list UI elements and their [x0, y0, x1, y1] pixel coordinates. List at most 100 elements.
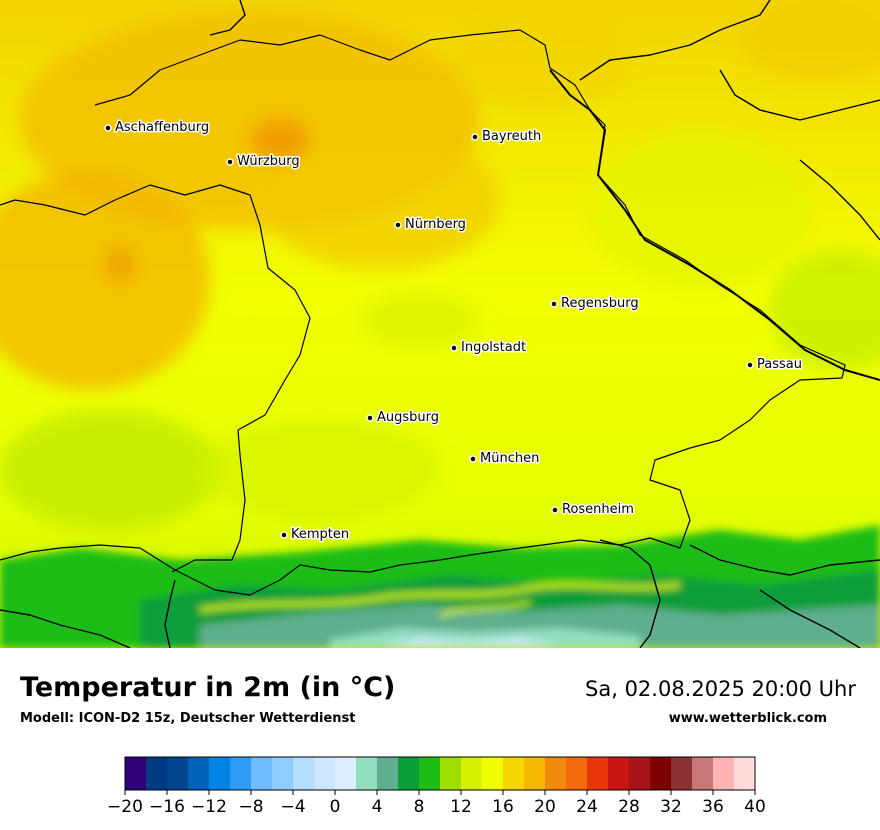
city-marker: Passau: [746, 356, 803, 374]
country-border: [599, 539, 661, 649]
tick-label: 28: [618, 797, 640, 817]
tick-label: 0: [330, 797, 341, 817]
country-border: [719, 69, 880, 121]
tick-label: 16: [492, 797, 514, 817]
temperature-field: [0, 0, 880, 648]
color-swatch: [230, 757, 252, 790]
tick-label: 20: [534, 797, 556, 817]
city-label: Ingolstadt: [461, 340, 526, 355]
tick-label: −20: [107, 797, 143, 817]
city-marker: Rosenheim: [551, 501, 635, 519]
color-swatch: [398, 757, 420, 790]
city-marker: Regensburg: [550, 295, 640, 313]
city-markers: Aschaffenburg Würzburg Bayreuth Nürnberg Reg…: [104, 119, 803, 544]
city-dot: [104, 124, 112, 132]
city-marker: Nürnberg: [394, 216, 467, 234]
map-canvas: Aschaffenburg Würzburg Bayreuth Nürnberg Reg…: [0, 0, 880, 649]
country-border: [0, 609, 131, 649]
country-border: [689, 544, 880, 576]
tick-label: −4: [280, 797, 305, 817]
color-swatch: [587, 757, 609, 790]
city-dot: [550, 300, 558, 308]
country-border: [549, 69, 880, 381]
color-swatch: [482, 757, 504, 790]
tick-label: 12: [450, 797, 472, 817]
color-swatch: [377, 757, 399, 790]
map-footer: Temperatur in 2m (in °C) Modell: ICON-D2…: [0, 648, 880, 830]
city-label: Augsburg: [377, 410, 439, 425]
tick-label: −8: [238, 797, 263, 817]
city-label: München: [480, 451, 539, 466]
tick-label: 4: [372, 797, 383, 817]
temperature-map: Aschaffenburg Würzburg Bayreuth Nürnberg Reg…: [0, 0, 880, 649]
city-marker: Augsburg: [366, 409, 441, 427]
color-swatch: [650, 757, 672, 790]
color-scale-bar: [124, 756, 756, 791]
city-dot: [551, 506, 559, 514]
color-swatch: [125, 757, 147, 790]
color-swatch: [167, 757, 189, 790]
color-swatch: [335, 757, 357, 790]
color-swatch: [356, 757, 378, 790]
city-label: Rosenheim: [562, 502, 634, 517]
city-label: Aschaffenburg: [115, 120, 209, 135]
color-swatch: [524, 757, 546, 790]
color-scale: −20 −16 −12 −8 −4 0 4 8 12 16 20 24 28 32 36 40: [107, 756, 766, 817]
tick-label: 36: [702, 797, 724, 817]
forecast-datetime: Sa, 02.08.2025 20:00 Uhr: [585, 677, 856, 701]
city-label: Passau: [757, 357, 802, 372]
tick-label: 24: [576, 797, 598, 817]
color-swatch: [314, 757, 336, 790]
city-label: Würzburg: [237, 154, 300, 169]
color-swatch: [734, 757, 756, 790]
color-swatch: [545, 757, 567, 790]
city-dot: [226, 158, 234, 166]
tick-label: 8: [414, 797, 425, 817]
city-dot: [469, 455, 477, 463]
city-label: Regensburg: [561, 296, 639, 311]
color-swatch: [503, 757, 525, 790]
color-scale-ticks: −20 −16 −12 −8 −4 0 4 8 12 16 20 24 28 32 36 40: [107, 790, 766, 817]
color-swatch: [461, 757, 483, 790]
color-swatch: [629, 757, 651, 790]
city-label: Kempten: [291, 527, 349, 542]
color-swatch: [251, 757, 273, 790]
color-swatch: [608, 757, 630, 790]
city-marker: Bayreuth: [471, 128, 543, 146]
color-swatch: [440, 757, 462, 790]
city-dot: [280, 531, 288, 539]
city-marker: Aschaffenburg: [104, 119, 211, 137]
color-swatch: [713, 757, 735, 790]
color-swatch: [692, 757, 714, 790]
color-swatch: [293, 757, 315, 790]
color-swatch: [146, 757, 168, 790]
color-swatch: [566, 757, 588, 790]
city-dot: [471, 133, 479, 141]
city-marker: München: [469, 450, 541, 468]
color-swatch: [671, 757, 693, 790]
country-border: [209, 0, 246, 36]
color-scale-border: [124, 756, 756, 791]
country-border: [164, 579, 176, 649]
website-link[interactable]: www.wetterblick.com: [668, 711, 827, 726]
model-source: Modell: ICON-D2 15z, Deutscher Wetterdie…: [20, 711, 356, 726]
city-dot: [394, 221, 402, 229]
color-swatch: [188, 757, 210, 790]
city-marker: Ingolstadt: [450, 339, 528, 357]
city-label: Bayreuth: [482, 129, 541, 144]
city-dot: [450, 344, 458, 352]
color-swatch: [272, 757, 294, 790]
color-swatch: [209, 757, 231, 790]
map-borders: [0, 0, 880, 649]
tick-label: 32: [660, 797, 682, 817]
map-title: Temperatur in 2m (in °C): [20, 672, 396, 703]
state-border: [0, 184, 311, 573]
city-label: Nürnberg: [405, 217, 466, 232]
tick-label: −16: [149, 797, 185, 817]
color-swatch: [419, 757, 441, 790]
tick-label: 40: [744, 797, 766, 817]
city-marker: Würzburg: [226, 153, 301, 171]
tick-label: −12: [191, 797, 227, 817]
country-border: [799, 159, 880, 241]
city-marker: Kempten: [280, 526, 351, 544]
